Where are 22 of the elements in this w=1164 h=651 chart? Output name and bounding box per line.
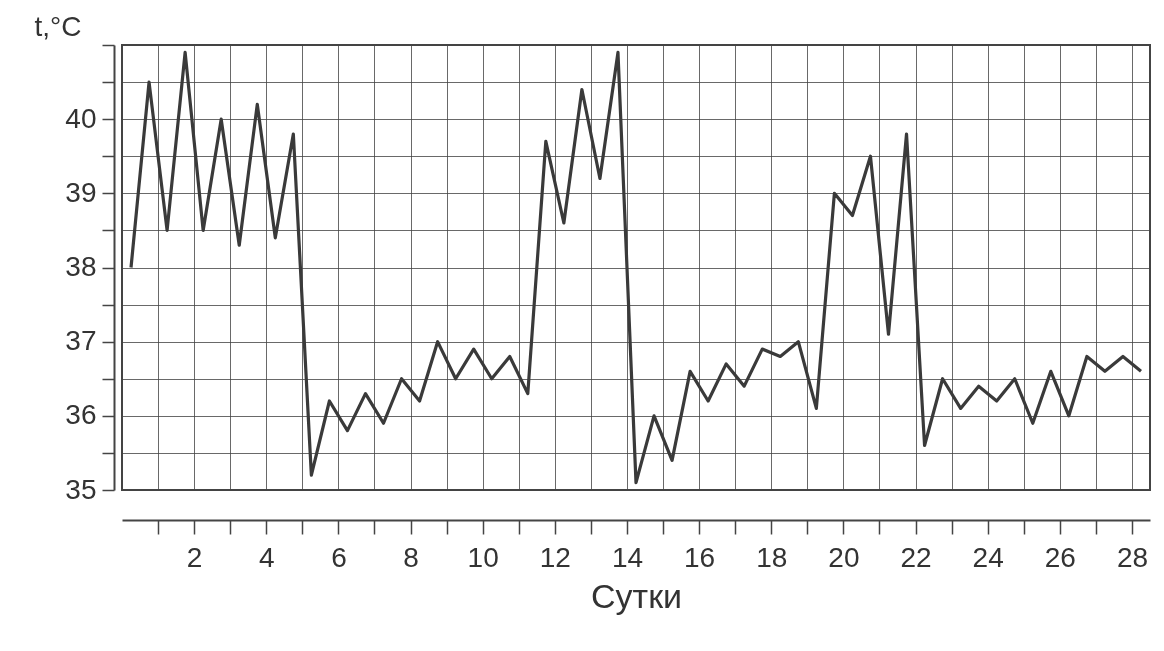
x-tick-label: 2 [186, 541, 203, 573]
x-axis-title: Сутки [591, 576, 682, 615]
x-tick-label: 18 [756, 541, 788, 573]
x-tick-label: 4 [258, 541, 275, 573]
y-tick-label: 36 [65, 399, 97, 431]
x-tick-label: 16 [684, 541, 716, 573]
y-tick-label: 38 [65, 251, 97, 282]
y-tick-label: 37 [65, 325, 97, 357]
x-tick-label: 26 [1044, 541, 1076, 573]
x-tick-label: 10 [467, 541, 499, 573]
y-tick-label: 39 [65, 176, 97, 208]
y-axis-title: t,°C [34, 10, 82, 42]
y-tick-label: 40 [65, 102, 97, 134]
x-tick-label: 24 [972, 541, 1004, 573]
x-tick-label: 8 [403, 541, 419, 573]
x-tick-label: 6 [331, 541, 347, 573]
x-tick-label: 20 [828, 541, 860, 573]
x-tick-label: 14 [611, 541, 644, 573]
y-tick-label: 35 [65, 473, 97, 505]
x-tick-label: 12 [539, 541, 571, 573]
x-tick-label: 28 [1116, 541, 1149, 573]
x-tick-label: 22 [900, 541, 932, 573]
